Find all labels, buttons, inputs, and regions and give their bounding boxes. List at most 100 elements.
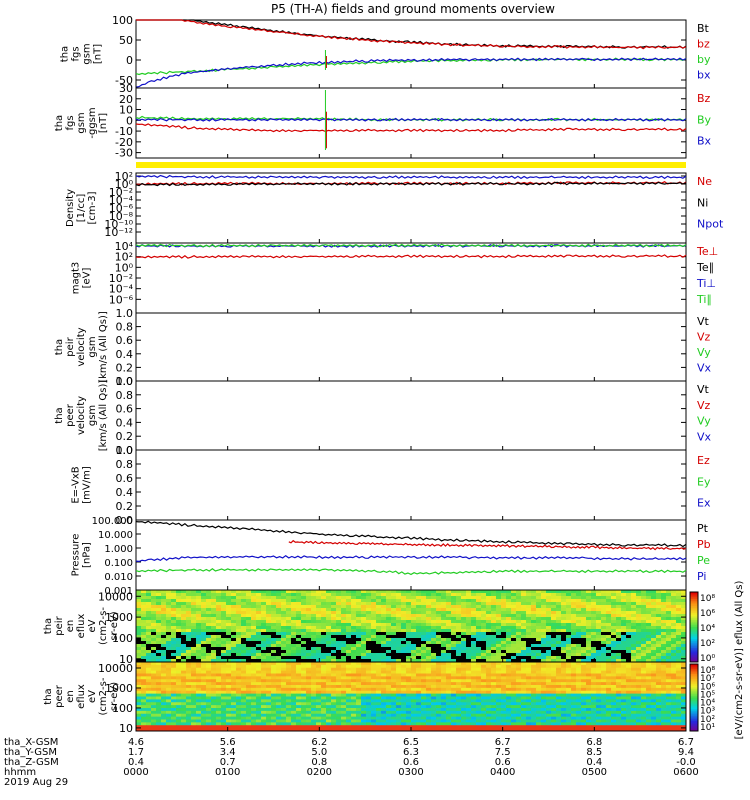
spectrogram-cell <box>566 653 572 657</box>
spectrogram-cell <box>216 710 222 715</box>
spectrogram-cell <box>516 690 522 695</box>
spectrogram-cell <box>301 650 307 654</box>
spectrogram-cell <box>236 702 242 706</box>
spectrogram-cell <box>156 617 162 621</box>
spectrogram-cell <box>611 605 617 609</box>
spectrogram-cell <box>261 673 267 677</box>
spectrogram-cell <box>146 596 152 600</box>
spectrogram-cell <box>576 710 582 715</box>
spectrogram-cell <box>246 647 252 651</box>
spectrogram-cell <box>331 708 337 712</box>
spectrogram-cell <box>546 629 552 633</box>
y-axis-label-line: gsm <box>87 405 98 426</box>
spectrogram-cell <box>461 617 467 621</box>
spectrogram-cell <box>141 638 147 642</box>
spectrogram-cell <box>611 641 617 645</box>
spectrogram-cell <box>181 599 187 603</box>
spectrogram-cell <box>611 710 617 715</box>
spectrogram-cell <box>671 608 677 612</box>
spectrogram-cell <box>486 623 492 627</box>
spectrogram-cell <box>216 682 222 686</box>
spectrogram-cell <box>666 599 672 603</box>
spectrogram-cell <box>546 659 552 663</box>
spectrogram-cell <box>326 596 332 600</box>
spectrogram-cell <box>601 693 607 697</box>
spectrogram-cell <box>556 673 562 677</box>
spectrogram-cell <box>451 632 457 636</box>
spectrogram-cell <box>241 664 247 669</box>
spectrogram-cell <box>421 685 427 689</box>
spectrogram-cell <box>531 623 537 627</box>
spectrogram-cell <box>676 693 682 697</box>
spectrogram-cell <box>291 690 297 695</box>
spectrogram-cell <box>241 705 247 709</box>
spectrogram-cell <box>176 664 182 669</box>
spectrogram-cell <box>321 608 327 612</box>
y-tick-label: 0.0 <box>116 514 134 527</box>
spectrogram-cell <box>676 647 682 651</box>
spectrogram-cell <box>511 632 517 636</box>
spectrogram-cell <box>561 650 567 654</box>
spectrogram-cell <box>411 705 417 709</box>
spectrogram-cell <box>596 670 602 674</box>
spectrogram-cell <box>576 696 582 700</box>
spectrogram-cell <box>626 653 632 657</box>
spectrogram-cell <box>176 685 182 689</box>
spectrogram-cell <box>146 682 152 686</box>
spectrogram-cell <box>636 693 642 697</box>
spectrogram-cell <box>306 679 312 683</box>
spectrogram-cell <box>161 662 167 666</box>
spectrogram-cell <box>571 602 577 606</box>
y-axis-label: tha peir velocity gsm [km/s (All Qs)] <box>54 311 109 383</box>
spectrogram-cell <box>431 617 437 621</box>
spectrogram-cell <box>511 617 517 621</box>
spectrogram-cell <box>676 629 682 633</box>
spectrogram-cell <box>516 702 522 706</box>
spectrogram-cell <box>551 608 557 612</box>
spectrogram-cell <box>426 617 432 621</box>
spectrogram-cell <box>486 593 492 597</box>
spectrogram-cell <box>446 650 452 654</box>
spectrogram-cell <box>311 653 317 657</box>
spectrogram-cell <box>336 632 342 636</box>
spectrogram-cell <box>576 659 582 663</box>
spectrogram-cell <box>286 644 292 648</box>
spectrogram-cell <box>196 667 202 672</box>
spectrogram-cell <box>516 644 522 648</box>
spectrogram-cell <box>466 650 472 654</box>
spectrogram-cell <box>476 590 482 594</box>
spectrogram-cell <box>241 623 247 627</box>
spectrogram-cell <box>551 638 557 642</box>
spectrogram-cell <box>396 682 402 686</box>
spectrogram-cell <box>241 635 247 639</box>
spectrogram-cell <box>516 673 522 677</box>
spectrogram-cell <box>606 667 612 672</box>
spectrogram-cell <box>481 602 487 606</box>
spectrogram-cell <box>561 705 567 709</box>
spectrogram-cell <box>176 620 182 624</box>
spectrogram-cell <box>576 690 582 695</box>
spectrogram-cell <box>266 614 272 618</box>
spectrogram-cell <box>311 623 317 627</box>
spectrogram-cell <box>506 617 512 621</box>
spectrogram-cell <box>576 708 582 712</box>
spectrogram-cell <box>506 644 512 648</box>
spectrogram-cell <box>366 693 372 697</box>
spectrogram-cell <box>256 641 262 645</box>
spectrogram-cell <box>611 659 617 663</box>
spectrogram-cell <box>471 699 477 703</box>
spectrogram-cell <box>176 667 182 672</box>
spectrogram-cell <box>306 647 312 651</box>
spectrogram-cell <box>676 687 682 692</box>
spectrogram-cell <box>516 713 522 718</box>
spectrogram-cell <box>191 605 197 609</box>
spectrogram-cell <box>636 611 642 615</box>
spectrogram-cell <box>481 676 487 680</box>
spectrogram-cell <box>491 605 497 609</box>
spectrogram-cell <box>186 667 192 672</box>
spectrogram-cell <box>596 611 602 615</box>
spectrogram-cell <box>406 685 412 689</box>
spectrogram-cell <box>616 699 622 703</box>
spectrogram-cell <box>161 690 167 695</box>
spectrogram-cell <box>536 629 542 633</box>
